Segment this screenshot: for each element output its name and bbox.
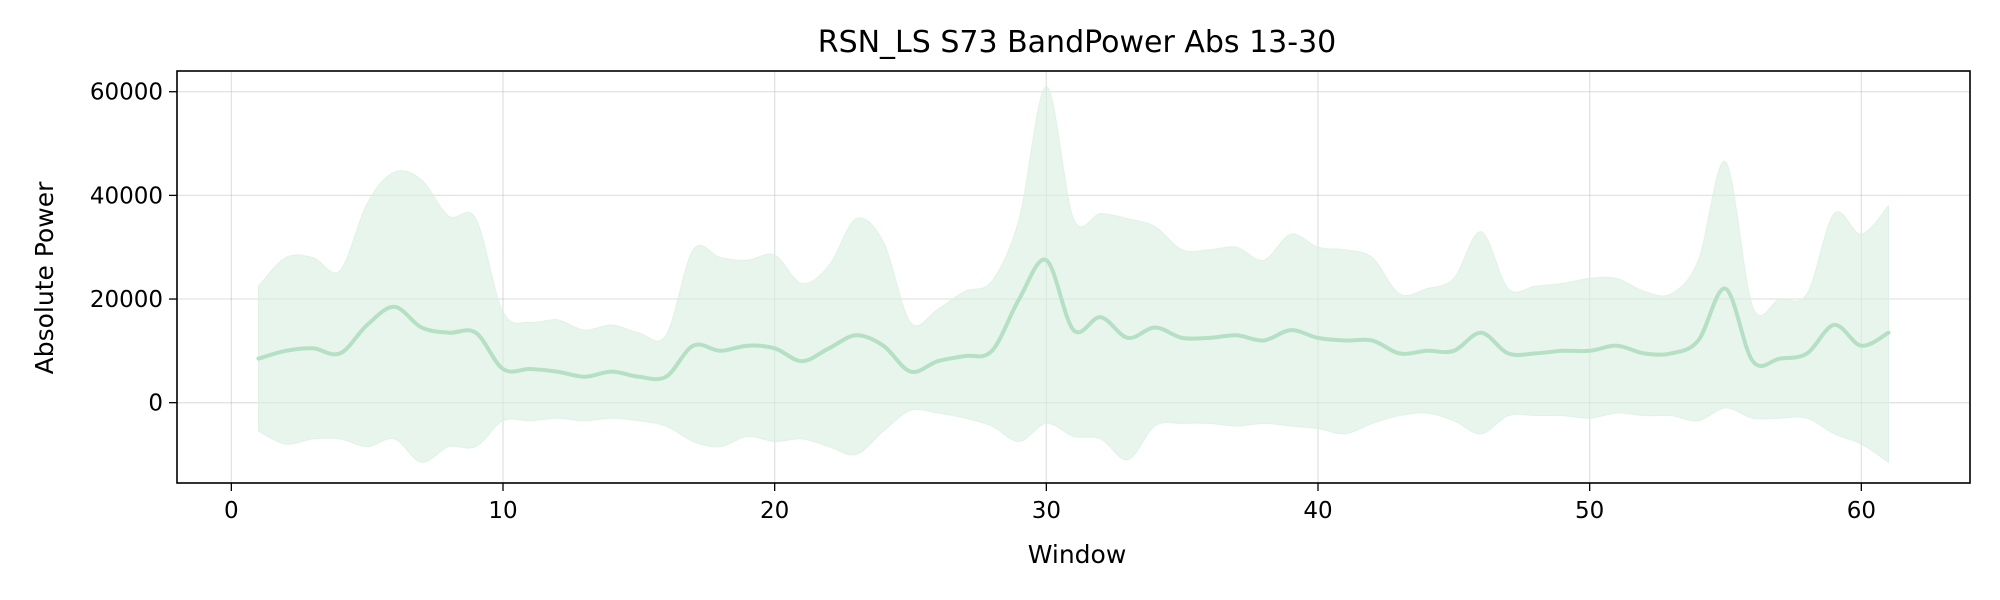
chart-title: RSN_LS S73 BandPower Abs 13-30 bbox=[818, 25, 1337, 60]
x-tick-label: 40 bbox=[1303, 498, 1332, 524]
y-tick-label: 40000 bbox=[90, 183, 163, 209]
x-tick-label: 10 bbox=[488, 498, 517, 524]
y-axis-ticks: 0 20000 40000 60000 bbox=[90, 80, 177, 417]
x-axis-label: Window bbox=[1028, 540, 1127, 569]
std-band bbox=[258, 85, 1889, 464]
y-axis-label: Absolute Power bbox=[30, 181, 59, 375]
y-tick-label: 20000 bbox=[90, 287, 163, 313]
mean-line bbox=[256, 257, 1891, 382]
x-axis-ticks: 0 10 20 30 40 50 60 bbox=[224, 483, 1876, 524]
x-tick-label: 60 bbox=[1847, 498, 1876, 524]
x-tick-label: 20 bbox=[760, 498, 789, 524]
plot-frame bbox=[176, 70, 1971, 484]
y-tick-label: 0 bbox=[148, 391, 163, 417]
x-tick-label: 0 bbox=[224, 498, 239, 524]
x-tick-label: 50 bbox=[1575, 498, 1604, 524]
y-tick-label: 60000 bbox=[90, 80, 163, 106]
x-tick-label: 30 bbox=[1032, 498, 1061, 524]
